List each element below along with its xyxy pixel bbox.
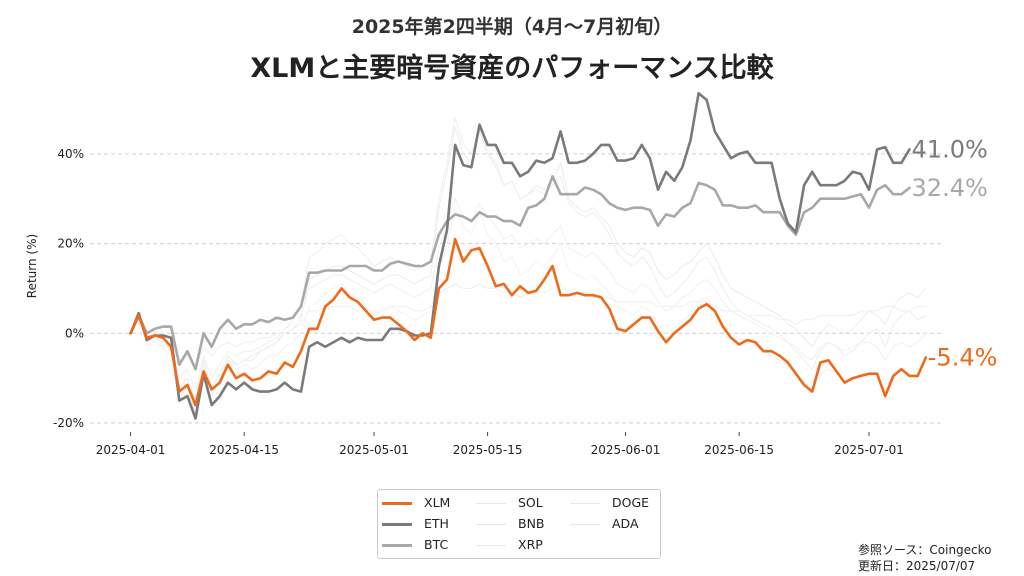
y-tick-label: 20% bbox=[57, 237, 84, 251]
series-line-ada bbox=[130, 198, 927, 393]
legend-item-eth: ETH bbox=[382, 516, 449, 532]
chart-subtitle: 2025年第2四半期（4月〜7月初旬） bbox=[351, 16, 673, 38]
legend-swatch-doge bbox=[570, 503, 600, 504]
y-axis-label: Return (%) bbox=[25, 234, 39, 298]
x-tick-label: 2025-05-15 bbox=[453, 443, 523, 457]
legend-item-sol: SOL bbox=[476, 495, 543, 511]
y-tick-label: 0% bbox=[65, 326, 84, 340]
legend-label-eth: ETH bbox=[424, 516, 449, 531]
legend: XLM ETH BTC SOL BNB XRP DOGE ADA bbox=[377, 489, 661, 559]
legend-swatch-bnb bbox=[476, 524, 506, 525]
legend-item-doge: DOGE bbox=[570, 495, 649, 511]
x-tick-label: 2025-05-01 bbox=[339, 443, 409, 457]
y-tick-label: -20% bbox=[53, 416, 84, 430]
source-note: 参照ソース：Coingecko 更新日：2025/07/07 bbox=[858, 542, 992, 574]
series-line-eth bbox=[129, 92, 911, 420]
legend-label-xrp: XRP bbox=[518, 537, 543, 552]
source-reference: 参照ソース：Coingecko bbox=[858, 543, 992, 557]
legend-item-ada: ADA bbox=[570, 516, 639, 532]
x-tick-label: 2025-06-15 bbox=[704, 443, 774, 457]
legend-item-btc: BTC bbox=[382, 537, 448, 553]
series-line-doge bbox=[130, 117, 927, 415]
legend-label-bnb: BNB bbox=[518, 516, 545, 531]
legend-label-btc: BTC bbox=[424, 537, 449, 552]
legend-swatch-btc bbox=[382, 544, 412, 547]
x-tick-label: 2025-04-15 bbox=[209, 443, 279, 457]
end-label-btc: 32.4% bbox=[912, 174, 988, 202]
x-tick-label: 2025-07-01 bbox=[834, 443, 904, 457]
end-label-xlm: -5.4% bbox=[928, 344, 998, 372]
legend-label-doge: DOGE bbox=[612, 495, 650, 510]
legend-label-ada: ADA bbox=[612, 516, 639, 531]
legend-swatch-xlm bbox=[382, 502, 412, 505]
end-label-eth: 41.0% bbox=[912, 135, 988, 163]
legend-label-xlm: XLM bbox=[424, 495, 451, 510]
y-tick-label: 40% bbox=[57, 147, 84, 161]
legend-swatch-ada bbox=[570, 524, 600, 525]
x-tick-label: 2025-06-01 bbox=[591, 443, 661, 457]
x-tick-label: 2025-04-01 bbox=[96, 443, 166, 457]
series-line-bnb bbox=[130, 283, 927, 370]
series-line-xlm bbox=[129, 237, 928, 407]
source-updated: 更新日：2025/07/07 bbox=[858, 559, 976, 573]
series-line-btc bbox=[129, 175, 911, 371]
chart-title: XLMと主要暗号資産のパフォーマンス比較 bbox=[250, 53, 774, 84]
series-line-sol bbox=[130, 126, 927, 402]
legend-swatch-sol bbox=[476, 503, 506, 504]
legend-item-xrp: XRP bbox=[476, 537, 543, 553]
legend-item-bnb: BNB bbox=[476, 516, 545, 532]
legend-swatch-xrp bbox=[476, 545, 506, 546]
legend-item-xlm: XLM bbox=[382, 495, 450, 511]
legend-label-sol: SOL bbox=[518, 495, 543, 510]
legend-swatch-eth bbox=[382, 523, 412, 526]
